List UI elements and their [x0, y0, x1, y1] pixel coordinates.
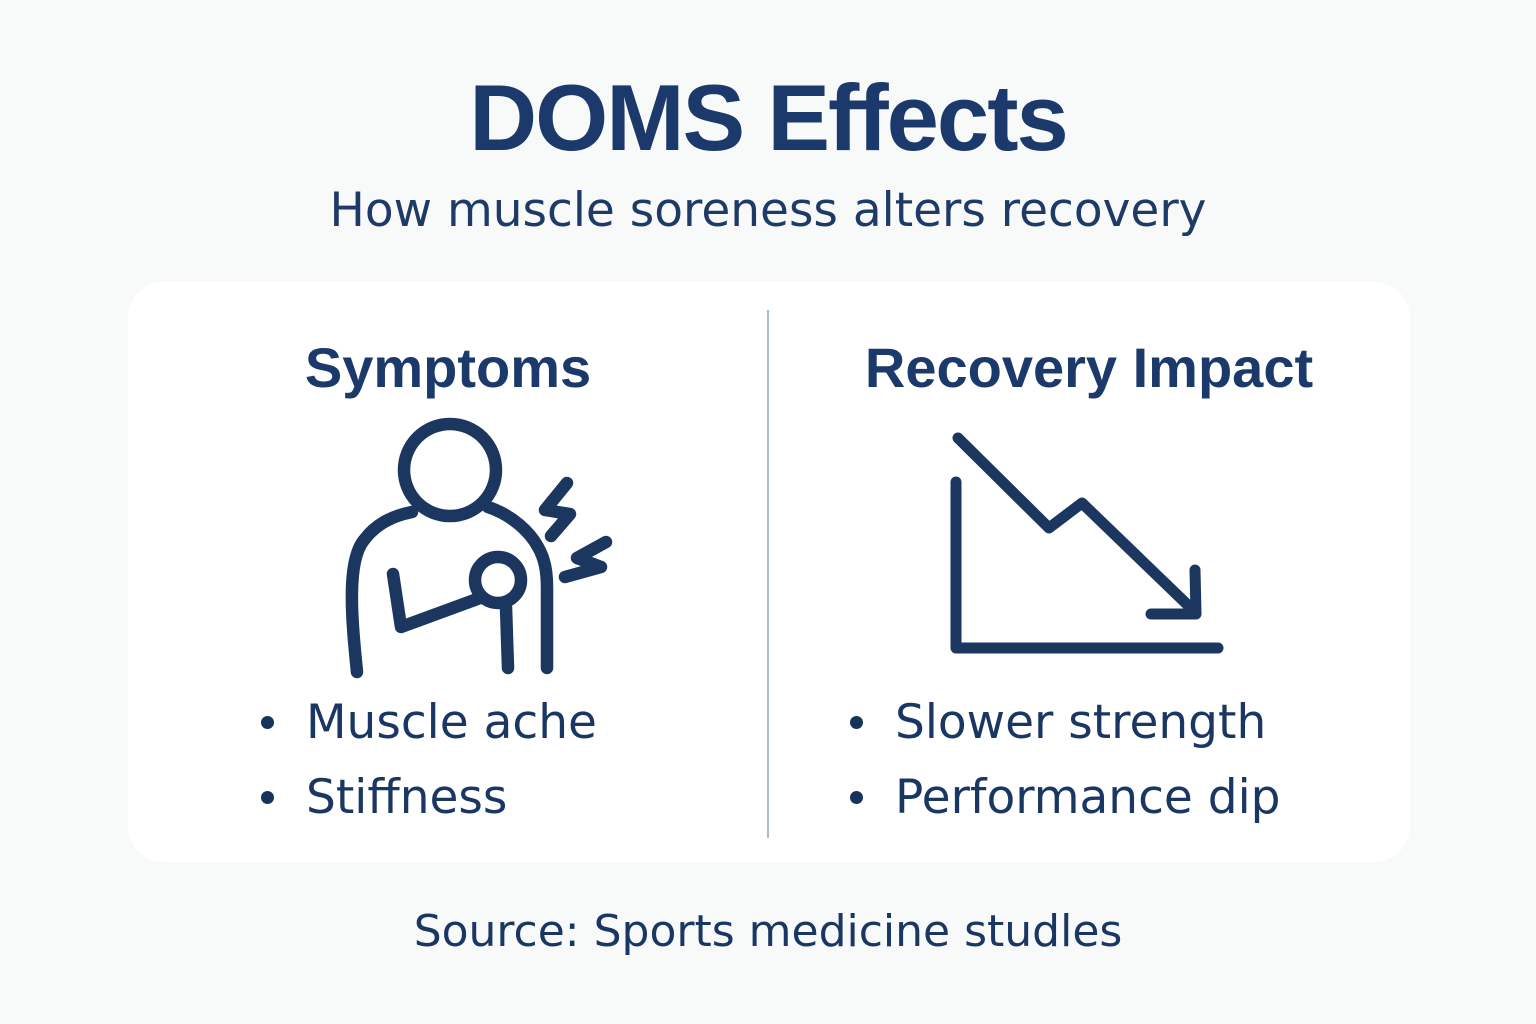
- source-caption: Source: Sports medicine studles: [413, 906, 1123, 957]
- bullet-dot: [850, 791, 863, 804]
- list-item-label: Slower strength: [895, 695, 1267, 750]
- person-shoulder-pain-icon: [345, 417, 613, 679]
- list-item: Muscle ache: [261, 685, 597, 760]
- list-item: Slower strength: [850, 685, 1281, 760]
- person-inner-arm: [499, 600, 515, 675]
- recovery-impact-list: Slower strength Performance dip: [850, 685, 1281, 835]
- pain-bolt-upper-icon: [538, 476, 577, 543]
- recovery-impact-heading: Recovery Impact: [864, 336, 1314, 399]
- person-fist: [468, 550, 528, 610]
- chart-arrowhead: [1145, 564, 1202, 620]
- list-item-label: Performance dip: [895, 770, 1281, 825]
- chart-axes: [950, 476, 1224, 654]
- declining-trend-chart-icon: [950, 432, 1224, 654]
- bullet-dot: [261, 716, 274, 729]
- pain-bolt-lower-icon: [558, 535, 613, 584]
- list-item: Performance dip: [850, 760, 1281, 835]
- person-arm: [386, 567, 487, 634]
- symptoms-heading: Symptoms: [304, 336, 592, 399]
- person-right-torso: [481, 500, 554, 675]
- list-item-label: Muscle ache: [306, 695, 597, 750]
- list-item: Stiffness: [261, 760, 597, 835]
- bullet-dot: [850, 716, 863, 729]
- list-item-label: Stiffness: [306, 770, 508, 825]
- person-head: [397, 417, 503, 523]
- page-subtitle: How muscle soreness alters recovery: [329, 183, 1207, 238]
- person-left-torso: [345, 505, 419, 679]
- column-divider: [767, 310, 769, 838]
- bullet-dot: [261, 791, 274, 804]
- symptoms-list: Muscle ache Stiffness: [261, 685, 597, 835]
- page-title: DOMS Effects: [469, 65, 1069, 170]
- chart-declining-line: [952, 432, 1201, 618]
